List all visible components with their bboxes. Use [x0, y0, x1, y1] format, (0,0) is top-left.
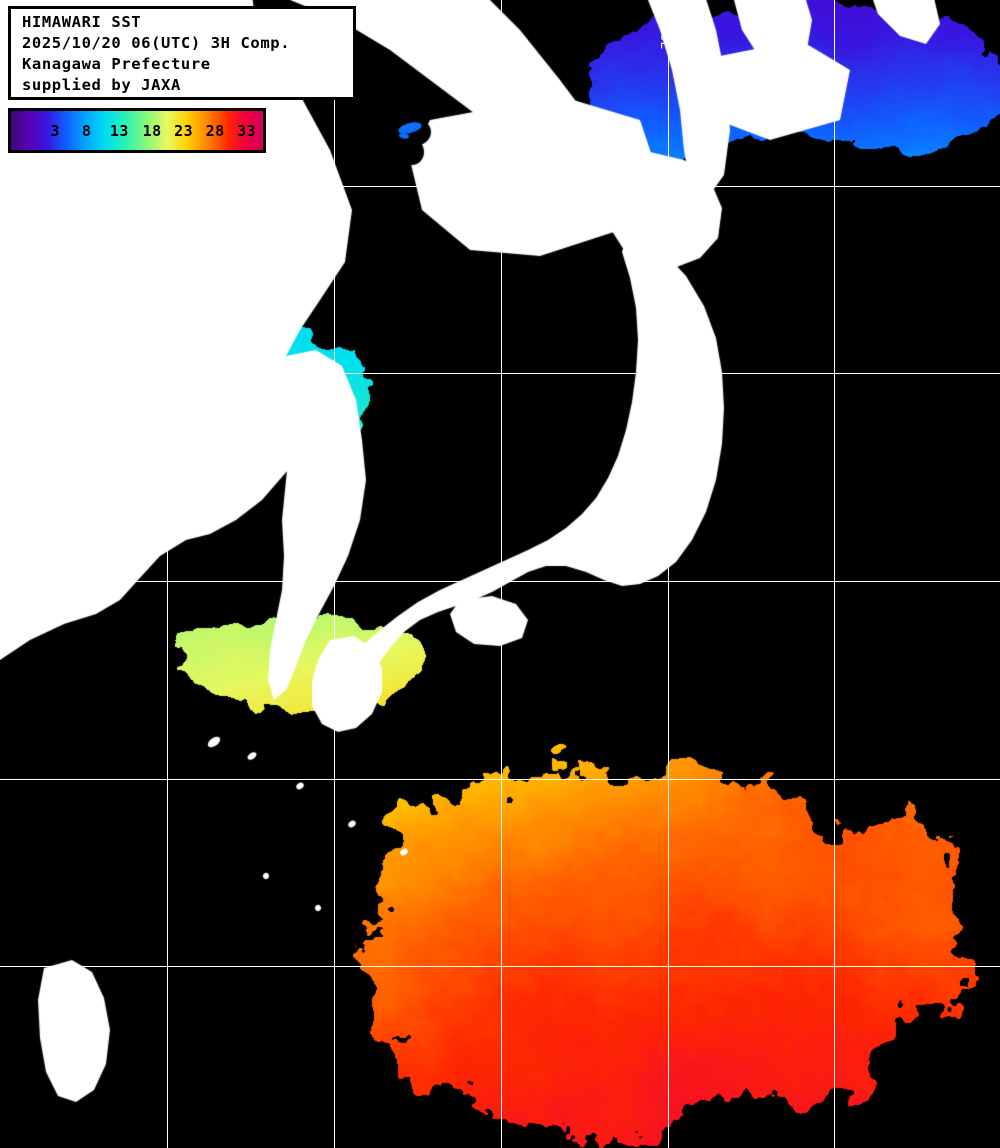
temperature-colorbar: 3 8 13 18 23 28 33	[8, 108, 266, 153]
colorbar-tick-13: 13	[109, 121, 129, 140]
colorbar-tick-33: 33	[237, 121, 257, 140]
title-line-datetime: 2025/10/20 06(UTC) 3H Comp.	[22, 34, 291, 52]
colorbar-tick-23: 23	[174, 121, 194, 140]
colorbar-tick-28: 28	[205, 121, 225, 140]
title-line-credit: supplied by JAXA	[22, 76, 181, 94]
title-line-provider: Kanagawa Prefecture	[22, 55, 211, 73]
title-line-product: HIMAWARI SST	[22, 13, 142, 31]
colorbar-tick-8: 8	[81, 121, 92, 140]
colorbar-tick-labels: 3 8 13 18 23 28 33	[11, 111, 263, 150]
title-box: HIMAWARI SST 2025/10/20 06(UTC) 3H Comp.…	[8, 6, 356, 100]
colorbar-tick-3: 3	[50, 121, 60, 140]
colorbar-gradient	[11, 111, 263, 150]
colorbar-tick-18: 18	[142, 121, 162, 140]
